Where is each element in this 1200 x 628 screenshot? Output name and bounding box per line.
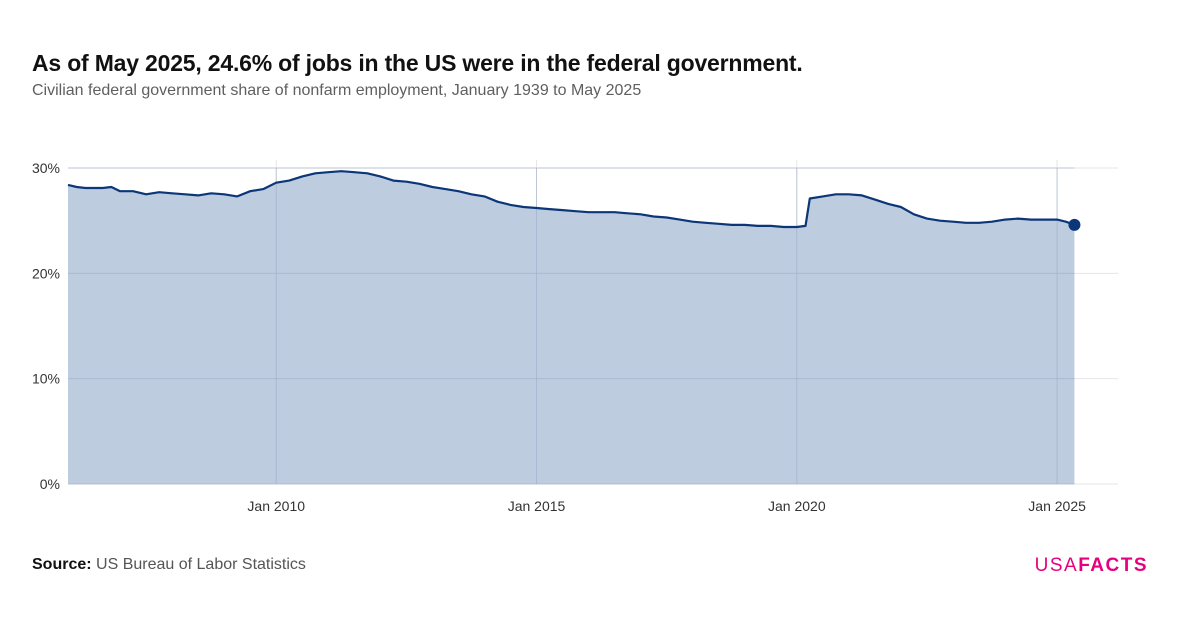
chart-subtitle: Civilian federal government share of non… bbox=[32, 82, 642, 99]
x-tick-label: Jan 2020 bbox=[768, 498, 826, 514]
x-tick-label: Jan 2015 bbox=[508, 498, 566, 514]
last-point-marker bbox=[1068, 218, 1081, 231]
x-tick-label: Jan 2010 bbox=[247, 498, 305, 514]
y-tick-label: 20% bbox=[32, 265, 60, 281]
axis-labels: 0% 10% 20% 30% Jan 2010 Jan 2015 Jan 2020 Jan 2… bbox=[32, 160, 1086, 514]
y-tick-label: 10% bbox=[32, 371, 60, 387]
y-tick-label: 30% bbox=[32, 160, 60, 176]
series-line bbox=[67, 170, 1075, 229]
usafacts-logo: USAFACTS bbox=[1035, 555, 1148, 577]
area-layer bbox=[67, 167, 1081, 485]
chart-title: As of May 2025, 24.6% of jobs in the US … bbox=[32, 50, 803, 76]
source-text: US Bureau of Labor Statistics bbox=[96, 556, 306, 573]
x-tick-label: Jan 2025 bbox=[1028, 498, 1086, 514]
logo-part2: FACTS bbox=[1078, 555, 1148, 576]
y-tick-label: 0% bbox=[40, 476, 60, 492]
logo-part1: USA bbox=[1034, 555, 1079, 576]
source-label: Source: bbox=[32, 556, 92, 573]
source-note: Source: US Bureau of Labor Statistics bbox=[32, 556, 306, 574]
series-area bbox=[68, 171, 1075, 484]
